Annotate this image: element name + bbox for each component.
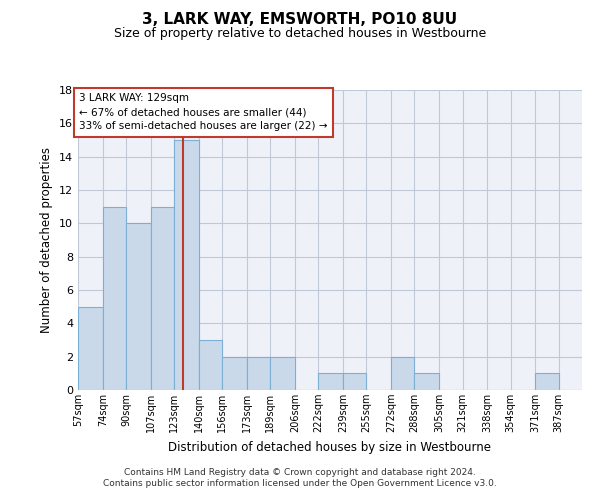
Bar xyxy=(391,356,415,390)
Y-axis label: Number of detached properties: Number of detached properties xyxy=(40,147,53,333)
Text: Size of property relative to detached houses in Westbourne: Size of property relative to detached ho… xyxy=(114,28,486,40)
Text: Contains HM Land Registry data © Crown copyright and database right 2024.
Contai: Contains HM Land Registry data © Crown c… xyxy=(103,468,497,487)
Bar xyxy=(222,356,247,390)
Bar xyxy=(415,374,439,390)
X-axis label: Distribution of detached houses by size in Westbourne: Distribution of detached houses by size … xyxy=(169,440,491,454)
Bar xyxy=(270,356,295,390)
Bar xyxy=(78,306,103,390)
Bar xyxy=(343,374,367,390)
Bar xyxy=(103,206,126,390)
Bar xyxy=(126,224,151,390)
Bar xyxy=(535,374,559,390)
Bar xyxy=(319,374,343,390)
Bar xyxy=(151,206,174,390)
Text: 3 LARK WAY: 129sqm
← 67% of detached houses are smaller (44)
33% of semi-detache: 3 LARK WAY: 129sqm ← 67% of detached hou… xyxy=(79,94,328,132)
Bar xyxy=(199,340,222,390)
Bar xyxy=(174,140,199,390)
Text: 3, LARK WAY, EMSWORTH, PO10 8UU: 3, LARK WAY, EMSWORTH, PO10 8UU xyxy=(142,12,458,28)
Bar xyxy=(247,356,270,390)
